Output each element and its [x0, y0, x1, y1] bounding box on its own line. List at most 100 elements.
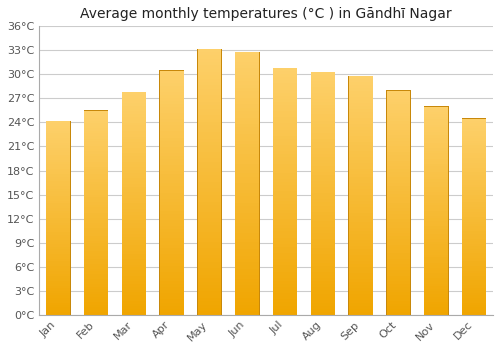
Bar: [235, 52, 260, 55]
Bar: [46, 261, 70, 264]
Bar: [46, 126, 70, 128]
Bar: [424, 260, 448, 263]
Bar: [46, 247, 70, 249]
Bar: [235, 246, 260, 249]
Bar: [273, 163, 297, 167]
Bar: [462, 197, 486, 199]
Bar: [122, 209, 146, 212]
Bar: [462, 285, 486, 288]
Bar: [273, 207, 297, 210]
Bar: [348, 267, 373, 270]
Bar: [84, 205, 108, 208]
Bar: [462, 224, 486, 226]
Bar: [197, 285, 222, 288]
Bar: [273, 68, 297, 71]
Bar: [84, 151, 108, 154]
Bar: [386, 200, 411, 203]
Bar: [348, 94, 373, 97]
Bar: [160, 159, 184, 162]
Bar: [160, 119, 184, 122]
Bar: [310, 78, 335, 81]
Bar: [348, 201, 373, 204]
Bar: [386, 186, 411, 189]
Bar: [348, 297, 373, 300]
Bar: [84, 264, 108, 266]
Bar: [160, 74, 184, 76]
Bar: [197, 288, 222, 292]
Bar: [424, 106, 448, 107]
Bar: [122, 276, 146, 279]
Bar: [348, 294, 373, 297]
Bar: [122, 125, 146, 128]
Bar: [310, 84, 335, 87]
Bar: [386, 301, 411, 303]
Bar: [310, 99, 335, 102]
Bar: [424, 304, 448, 307]
Bar: [310, 245, 335, 248]
Bar: [386, 303, 411, 306]
Bar: [122, 259, 146, 262]
Bar: [46, 174, 70, 177]
Bar: [46, 302, 70, 305]
Bar: [235, 223, 260, 226]
Bar: [46, 228, 70, 230]
Bar: [46, 283, 70, 286]
Bar: [197, 202, 222, 205]
Bar: [348, 121, 373, 124]
Bar: [273, 281, 297, 284]
Bar: [273, 268, 297, 272]
Bar: [424, 145, 448, 148]
Bar: [122, 111, 146, 114]
Bar: [160, 128, 184, 132]
Bar: [197, 255, 222, 258]
Bar: [273, 222, 297, 225]
Bar: [46, 203, 70, 206]
Bar: [84, 289, 108, 292]
Bar: [310, 151, 335, 154]
Bar: [122, 231, 146, 234]
Bar: [424, 284, 448, 286]
Bar: [424, 309, 448, 312]
Bar: [273, 247, 297, 250]
Bar: [424, 117, 448, 119]
Bar: [160, 281, 184, 284]
Bar: [310, 236, 335, 239]
Bar: [122, 148, 146, 150]
Bar: [386, 270, 411, 273]
Bar: [310, 81, 335, 84]
Bar: [160, 98, 184, 101]
Bar: [160, 302, 184, 306]
Bar: [160, 110, 184, 113]
Bar: [197, 89, 222, 92]
Bar: [348, 141, 373, 145]
Bar: [424, 208, 448, 211]
Bar: [46, 142, 70, 145]
Bar: [310, 135, 335, 139]
Bar: [462, 251, 486, 253]
Bar: [273, 71, 297, 74]
Bar: [235, 196, 260, 200]
Bar: [424, 174, 448, 177]
Bar: [235, 232, 260, 236]
Bar: [46, 186, 70, 189]
Bar: [46, 281, 70, 283]
Bar: [348, 150, 373, 154]
Bar: [386, 138, 411, 141]
Bar: [462, 192, 486, 195]
Bar: [197, 241, 222, 245]
Bar: [160, 165, 184, 168]
Bar: [84, 210, 108, 212]
Bar: [84, 240, 108, 243]
Bar: [122, 114, 146, 117]
Bar: [424, 140, 448, 143]
Bar: [197, 305, 222, 308]
Bar: [46, 133, 70, 135]
Bar: [462, 263, 486, 266]
Bar: [386, 228, 411, 231]
Bar: [273, 308, 297, 312]
Bar: [273, 139, 297, 142]
Bar: [424, 239, 448, 242]
Bar: [462, 177, 486, 180]
Bar: [273, 120, 297, 124]
Bar: [348, 166, 373, 168]
